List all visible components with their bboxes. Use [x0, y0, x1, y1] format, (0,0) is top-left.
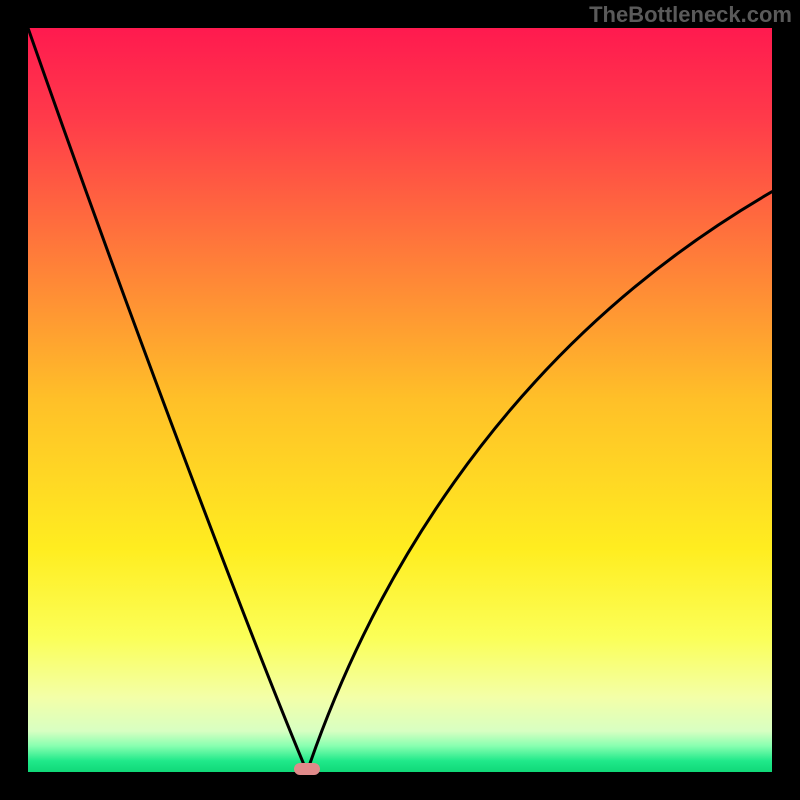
bottleneck-curve — [28, 28, 772, 772]
optimal-point-marker — [294, 763, 320, 775]
chart-container: TheBottleneck.com — [0, 0, 800, 800]
plot-area — [28, 28, 772, 772]
watermark-text: TheBottleneck.com — [589, 2, 792, 28]
